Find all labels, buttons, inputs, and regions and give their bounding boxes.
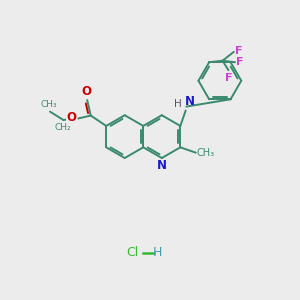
Text: F: F: [236, 57, 244, 67]
Text: Cl: Cl: [127, 246, 139, 259]
Text: H: H: [174, 99, 182, 109]
Text: N: N: [185, 95, 195, 108]
Text: N: N: [157, 159, 167, 172]
Text: CH₃: CH₃: [197, 148, 215, 158]
Text: CH₂: CH₂: [55, 123, 71, 132]
Text: CH₃: CH₃: [40, 100, 57, 109]
Text: O: O: [67, 111, 76, 124]
Text: F: F: [225, 73, 232, 82]
Text: O: O: [82, 85, 92, 98]
Text: F: F: [235, 46, 242, 56]
Text: H: H: [153, 246, 162, 259]
